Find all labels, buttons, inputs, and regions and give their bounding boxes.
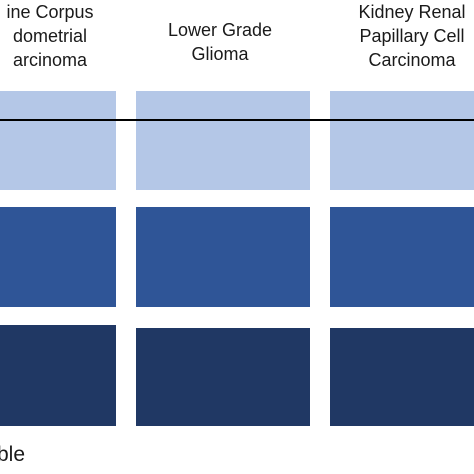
footer-label: ble	[0, 443, 26, 466]
cell-row2-col2	[136, 207, 310, 307]
column-header-kidney-renal: Kidney Renal Papillary Cell Carcinoma	[322, 0, 474, 72]
cell-row2-col3	[330, 207, 474, 307]
cell-row3-col1	[0, 325, 116, 426]
divider-line	[0, 119, 474, 121]
header-line: dometrial	[12, 26, 88, 46]
cell-row3-col3	[330, 328, 474, 426]
header-line: Glioma	[191, 44, 249, 64]
header-line: Kidney Renal	[358, 2, 466, 22]
cell-row3-col2	[136, 328, 310, 426]
header-line: Papillary Cell	[359, 26, 465, 46]
header-line: ine Corpus	[6, 2, 94, 22]
cell-row2-col1	[0, 207, 116, 307]
cell-row1-col3	[330, 91, 474, 190]
header-line: Carcinoma	[368, 50, 456, 70]
cell-row1-col1	[0, 91, 116, 190]
header-line: arcinoma	[12, 50, 88, 70]
header-line: Lower Grade	[167, 20, 273, 40]
column-header-lower-grade-glioma: Lower Grade Glioma	[128, 18, 312, 66]
column-header-uterine-corpus: ine Corpus dometrial arcinoma	[0, 0, 140, 72]
cell-row1-col2	[136, 91, 310, 190]
